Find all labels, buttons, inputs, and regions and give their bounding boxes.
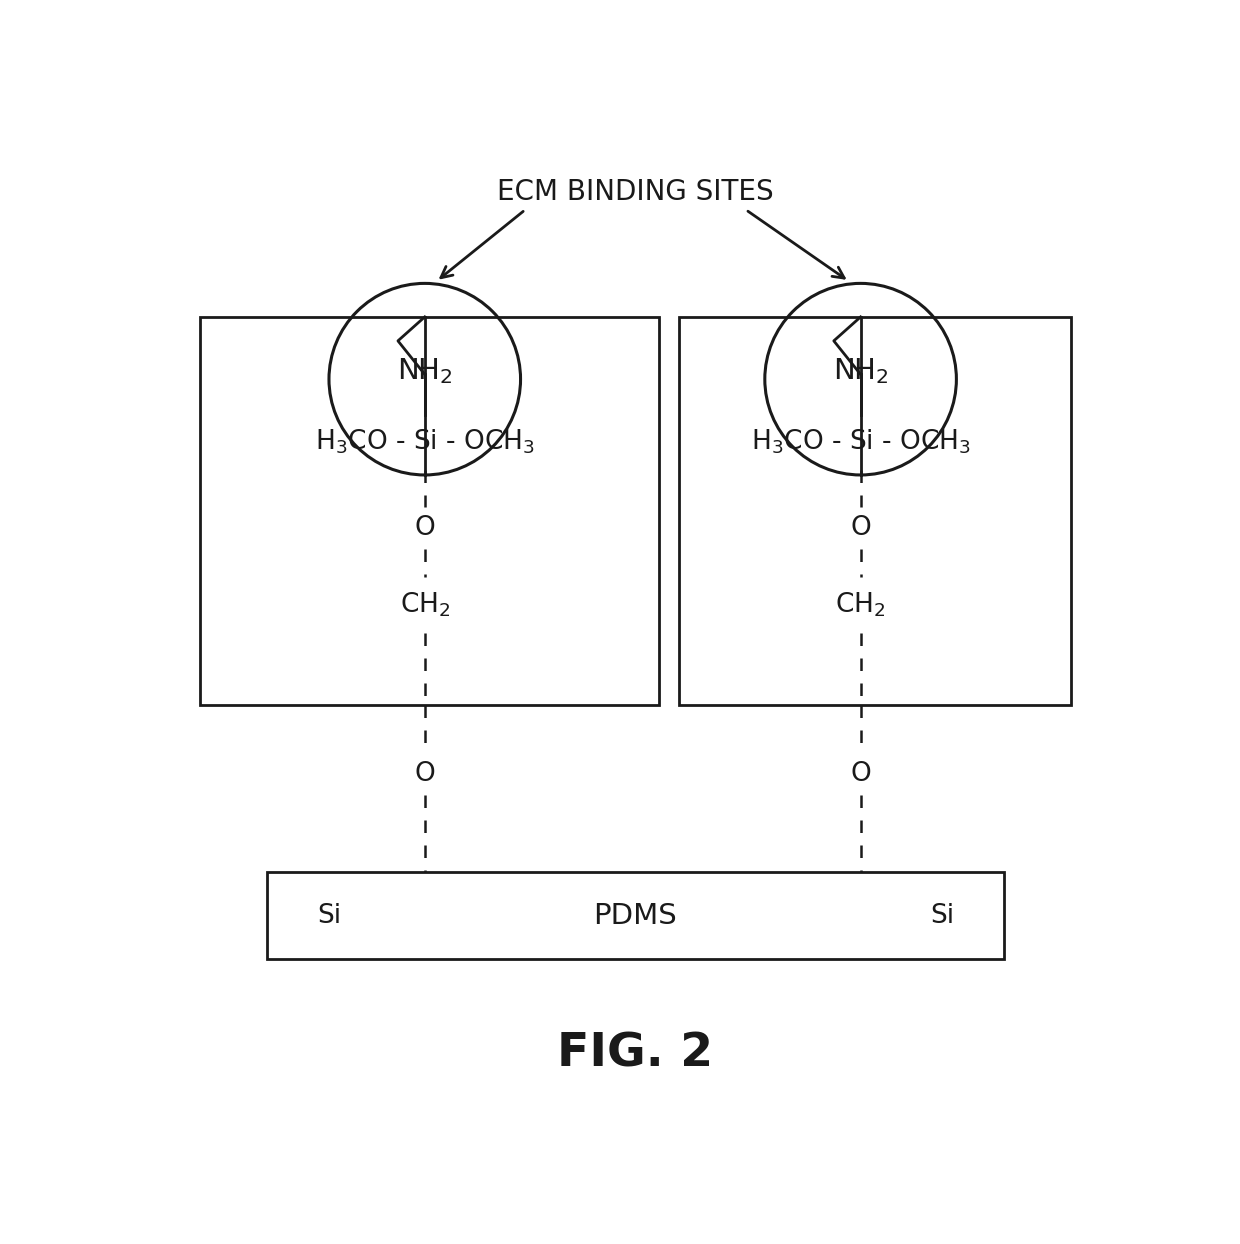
Bar xyxy=(200,317,660,705)
Text: CH$_2$: CH$_2$ xyxy=(836,590,885,618)
Text: H$_3$CO - Si - OCH$_3$: H$_3$CO - Si - OCH$_3$ xyxy=(750,427,971,455)
Text: H$_3$CO - Si - OCH$_3$: H$_3$CO - Si - OCH$_3$ xyxy=(315,427,534,455)
Text: O: O xyxy=(851,761,870,786)
Text: O: O xyxy=(414,761,435,786)
Text: ECM BINDING SITES: ECM BINDING SITES xyxy=(497,178,774,207)
Text: Si: Si xyxy=(317,903,341,928)
Text: NH$_2$: NH$_2$ xyxy=(397,357,453,387)
Text: Si: Si xyxy=(930,903,954,928)
Text: PDMS: PDMS xyxy=(594,902,677,929)
Bar xyxy=(267,872,1004,959)
Bar xyxy=(678,317,1071,705)
Text: O: O xyxy=(414,515,435,541)
Text: NH$_2$: NH$_2$ xyxy=(833,357,889,387)
Text: O: O xyxy=(851,515,870,541)
Text: FIG. 2: FIG. 2 xyxy=(558,1033,713,1077)
Text: CH$_2$: CH$_2$ xyxy=(399,590,450,618)
